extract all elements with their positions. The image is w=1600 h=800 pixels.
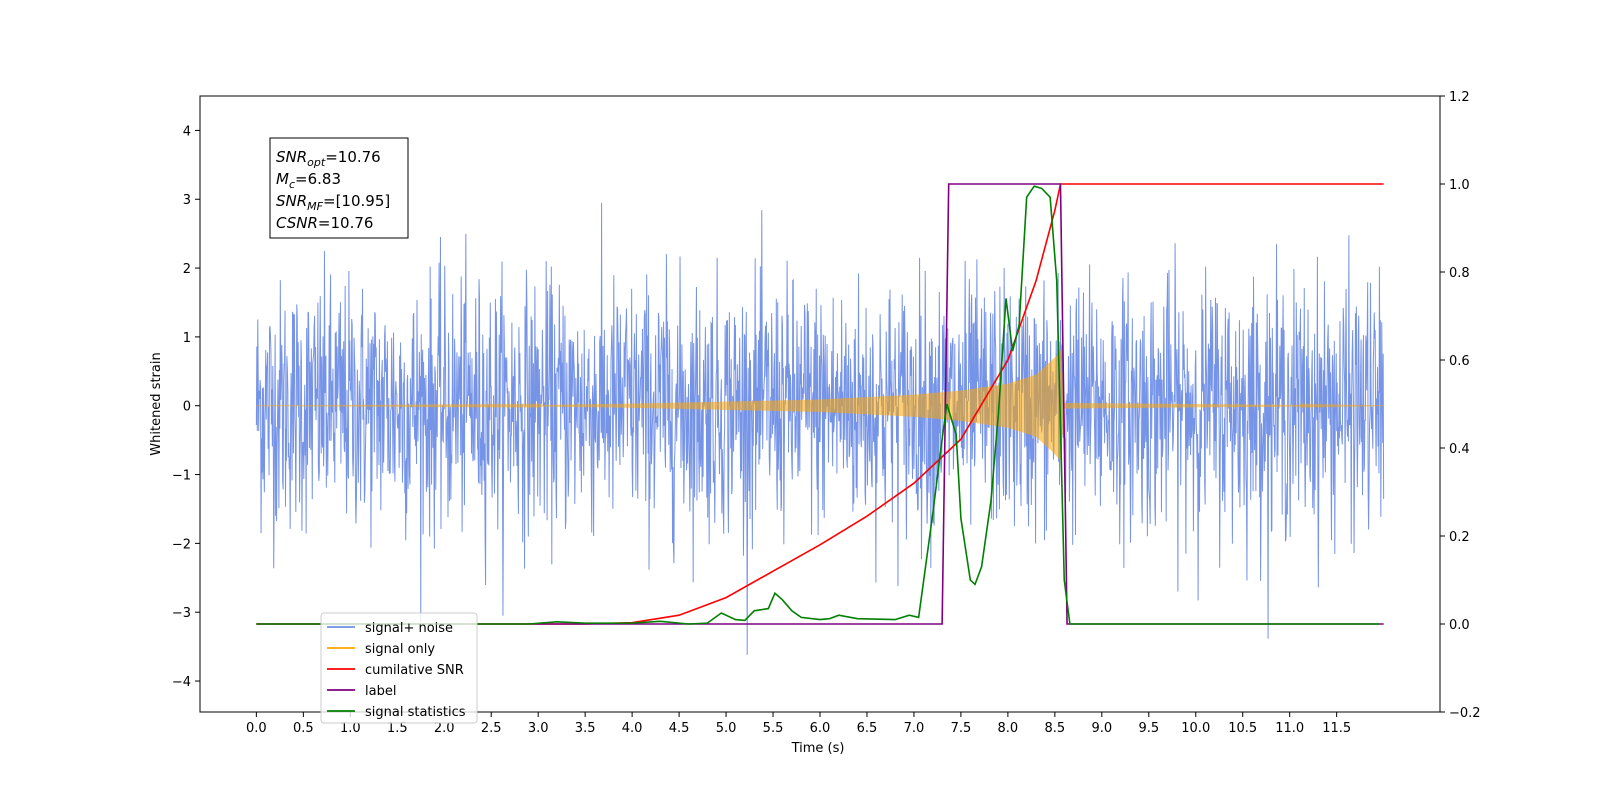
x-tick-label: 0.5 [293,721,314,736]
y2-tick-label: −0.2 [1449,706,1481,721]
x-tick-label: 2.5 [481,721,502,736]
annotation-line: SNRMF=[10.95] [276,192,390,213]
legend-label: signal only [365,642,435,657]
annotation-value: =10.76 [318,214,374,232]
y-tick-label: −4 [172,675,191,690]
x-tick-label: 6.5 [857,721,878,736]
annotation-box: SNRopt=10.76Mc=6.83SNRMF=[10.95]CSNR=10.… [269,137,409,239]
x-tick-label: 10.5 [1228,721,1257,736]
y-tick-label: 4 [183,124,191,139]
y2-tick-label: 1.2 [1449,90,1470,105]
annotation-var: CSNR [276,214,318,232]
x-tick-label: 8.5 [1045,721,1066,736]
x-tick-label: 10.0 [1181,721,1210,736]
y-tick-label: 1 [183,331,191,346]
legend-frame [320,612,478,724]
annotation-subscript: opt [307,156,326,169]
y2-tick-label: 0.6 [1449,354,1470,369]
x-tick-label: 1.0 [340,721,361,736]
legend-label: signal+ noise [365,621,453,636]
x-tick-label: 3.0 [528,721,549,736]
y2-tick-label: 0.0 [1449,618,1470,633]
y-tick-label: 2 [183,262,191,277]
axis-layer: 0.0 0.5 1.0 1.5 2.0 2.5 3.0 3.5 4.0 4.5 5.0 5.5 6.0 6… [172,90,1481,736]
annotation-var: SNR [276,192,307,210]
series-signal-statistics [256,185,1379,625]
y-axis-label: Whitened strain [149,352,164,455]
x-tick-label: 4.5 [669,721,690,736]
series-cumulative-snr [256,183,1384,625]
x-tick-label: 3.5 [575,721,596,736]
y-tick-label: 3 [183,193,191,208]
x-tick-label: 0.0 [246,721,267,736]
y2-tick-label: 0.4 [1449,442,1470,457]
y-tick-label: −2 [172,537,191,552]
x-tick-label: 11.0 [1275,721,1304,736]
annotation-value: =10.76 [325,148,381,166]
legend-label: cumilative SNR [365,663,464,678]
annotation-var: M [276,170,289,188]
x-tick-label: 4.0 [622,721,643,736]
y2-tick-label: 0.2 [1449,530,1470,545]
x-tick-label: 5.0 [716,721,737,736]
annotation-line: CSNR=10.76 [276,214,373,232]
annotation-var: SNR [276,148,307,166]
y-tick-label: −1 [172,469,191,484]
y-tick-label: −3 [172,606,191,621]
annotation-frame [269,137,409,239]
legend-label: signal statistics [365,705,466,720]
series-signal-noise [255,202,1385,655]
y-tick-label: 0 [183,400,191,415]
x-tick-label: 7.0 [904,721,925,736]
legend: signal+ noise signal only cumilative SNR la… [320,612,478,724]
x-tick-label: 6.0 [810,721,831,736]
x-axis-label: Time (s) [791,741,845,756]
series-layer [255,183,1385,655]
annotation-subscript: c [289,178,295,191]
x-tick-label: 11.5 [1322,721,1351,736]
x-tick-label: 5.5 [763,721,784,736]
x-tick-label: 2.0 [434,721,455,736]
x-tick-label: 9.5 [1138,721,1159,736]
annotation-value: =[10.95] [323,192,390,210]
y2-tick-label: 0.8 [1449,266,1470,281]
annotation-subscript: MF [307,200,323,213]
annotation-line: Mc=6.83 [276,170,341,191]
annotation-value: =6.83 [295,170,341,188]
series-signal-only [256,350,1384,461]
legend-label: label [365,684,396,699]
x-tick-label: 9.0 [1091,721,1112,736]
x-tick-label: 8.0 [998,721,1019,736]
x-tick-label: 7.5 [951,721,972,736]
y2-tick-label: 1.0 [1449,178,1470,193]
x-tick-label: 1.5 [387,721,408,736]
annotation-line: SNRopt=10.76 [276,148,381,169]
